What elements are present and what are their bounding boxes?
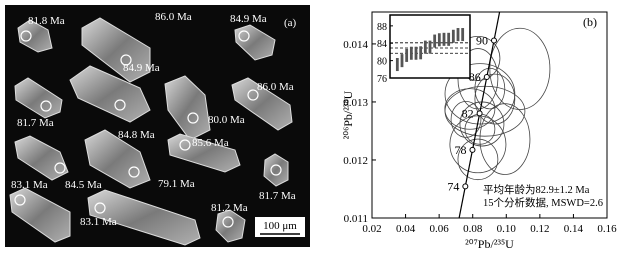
concordia-point — [470, 147, 475, 152]
age-label: 85.6 Ma — [192, 137, 229, 149]
panel-label: (a) — [284, 17, 297, 29]
age-label: 83.1 Ma — [11, 179, 48, 191]
annotation: 平均年龄为82.9±1.2 Ma — [483, 183, 590, 196]
annotation: 15个分析数据, MSWD=2.6 — [483, 196, 603, 209]
age-label: 81.8 Ma — [28, 15, 65, 27]
concordia-point — [484, 74, 489, 79]
y-tick-label: 0.011 — [344, 213, 368, 225]
x-tick-label: 0.16 — [597, 223, 617, 235]
y-axis-label: ²⁰⁶Pb/²³⁸U — [341, 90, 355, 139]
error-ellipse — [490, 28, 550, 109]
inset-tick-label: 80 — [377, 57, 387, 68]
age-label: 81.7 Ma — [259, 190, 296, 202]
age-label: 83.1 Ma — [80, 216, 117, 228]
concordia-point — [491, 38, 496, 43]
concordia-age: 74 — [447, 179, 459, 193]
age-bar — [443, 33, 446, 46]
age-label: 84.9 Ma — [230, 13, 267, 25]
x-tick-label: 0.08 — [463, 223, 483, 235]
age-bar — [405, 49, 408, 62]
x-tick-label: 0.04 — [396, 223, 416, 235]
inset-tick-label: 88 — [377, 22, 387, 33]
concordia-age: 82 — [462, 106, 474, 120]
concordia-age: 78 — [454, 143, 466, 157]
y-tick-label: 0.012 — [343, 155, 368, 167]
age-label: 79.1 Ma — [158, 178, 195, 190]
age-label: 81.7 Ma — [17, 117, 54, 129]
x-tick-label: 0.06 — [430, 223, 450, 235]
age-bar — [433, 35, 436, 48]
age-label: 84.5 Ma — [65, 179, 102, 191]
age-bar — [438, 33, 441, 46]
age-label: 84.9 Ma — [123, 62, 160, 74]
age-label: 80.0 Ma — [208, 114, 245, 126]
concordia-age: 90 — [476, 33, 488, 47]
age-bar — [396, 58, 399, 71]
age-label: 86.0 Ma — [257, 81, 294, 93]
age-label: 81.2 Ma — [211, 202, 248, 214]
age-bar — [461, 28, 464, 41]
age-label: 86.0 Ma — [155, 11, 192, 23]
inset-tick-label: 76 — [377, 74, 387, 85]
age-bar — [401, 54, 404, 67]
age-bar — [457, 28, 460, 41]
y-tick-label: 0.014 — [343, 39, 368, 51]
age-bar — [419, 46, 422, 59]
error-ellipse — [445, 86, 525, 136]
age-bar — [447, 33, 450, 46]
age-bar — [452, 30, 455, 43]
scale-label: 100 μm — [263, 220, 297, 232]
age-label: 84.8 Ma — [118, 129, 155, 141]
x-axis-label: ²⁰⁷Pb/²³⁵U — [465, 237, 514, 251]
age-bar — [424, 41, 427, 54]
concordia-point — [463, 184, 468, 189]
x-tick-label: 0.12 — [530, 223, 549, 235]
age-bar — [429, 41, 432, 54]
age-bar — [415, 47, 418, 60]
x-tick-label: 0.10 — [497, 223, 517, 235]
error-ellipse — [480, 104, 530, 175]
concordia-point — [477, 111, 482, 116]
age-bar — [410, 47, 413, 60]
inset-tick-label: 84 — [377, 39, 387, 50]
panel-label: (b) — [583, 15, 597, 29]
x-tick-label: 0.14 — [564, 223, 584, 235]
